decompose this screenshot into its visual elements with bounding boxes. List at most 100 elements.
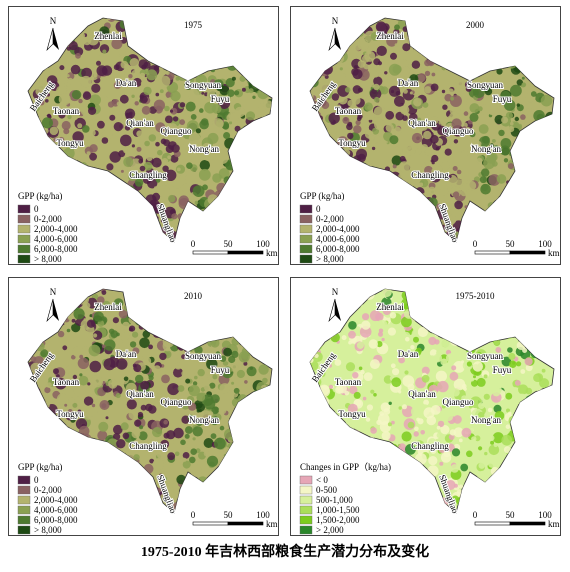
map-patch [100,209,106,215]
map-patch [37,144,50,157]
map-patch [355,120,361,126]
map-patch [497,293,509,305]
map-patch [135,27,147,40]
map-patch [349,163,359,173]
map-patch [527,433,535,441]
map-patch [140,80,147,87]
map-patch [86,151,91,156]
map-patch [191,322,203,334]
map-patch [329,144,335,150]
map-patch [467,496,473,502]
map-patch [465,501,471,507]
map-patch [537,409,547,419]
map-patch [197,236,202,241]
map-patch [314,18,324,21]
map-patch [251,441,258,448]
map-patch [534,218,546,230]
legend-label: 1,500-2,000 [316,515,360,525]
map-patch [205,502,214,511]
map-patch [441,89,446,94]
map-patch [144,289,151,291]
map-patch [76,393,80,397]
map-patch [413,44,425,56]
map-patch [204,18,216,27]
map-patch [261,391,267,397]
map-patch [150,299,162,311]
map-patch [416,301,422,307]
map-patch [356,116,362,121]
map-patch [320,445,330,454]
map-patch [516,361,522,367]
map-patch [165,54,172,61]
map-patch [317,164,325,172]
map-patch [187,414,194,421]
map-patch [162,304,168,309]
map-patch [251,145,260,154]
map-patch [103,339,116,351]
map-patch [515,455,519,460]
map-patch [516,140,526,150]
map-patch [234,329,239,334]
place-label: Tongyu [338,138,366,148]
legend-swatch [299,214,313,224]
map-patch [245,41,251,47]
place-label: Fuyu [493,365,512,375]
map-patch [166,292,172,298]
map-patch [428,308,437,317]
map-patch [356,406,368,418]
map-patch [43,180,54,190]
map-patch [192,329,201,339]
map-patch [84,289,90,295]
map-patch [136,306,148,318]
map-patch [116,470,127,481]
map-patch [166,500,173,507]
map-patch [547,399,554,411]
scale-bar-white [192,250,229,255]
map-patch [543,466,548,470]
map-patch [452,321,456,325]
map-patch [496,227,506,237]
place-label: Songyuan [467,351,504,361]
map-patch [421,500,425,504]
map-patch [386,213,394,221]
map-patch [511,23,519,31]
map-patch [333,326,338,331]
map-patch [28,453,37,463]
map-patch [154,41,164,51]
map-patch [505,464,514,474]
map-patch [506,200,516,210]
map-patch [503,399,508,405]
map-patch [199,31,206,38]
map-patch [402,289,414,294]
map-patch [53,368,59,375]
map-patch [549,18,554,23]
map-patch [184,433,190,439]
map-patch [507,300,517,311]
map-patch [208,326,213,330]
map-patch [310,434,314,441]
map-patch [254,77,266,89]
map-patch [262,475,271,485]
place-label: Tongyu [56,138,84,148]
map-patch [486,153,497,164]
map-patch [357,153,366,163]
map-patch [78,425,90,437]
map-patch [117,187,122,191]
map-patch [347,403,358,414]
map-patch [376,341,383,348]
map-patch [453,43,457,48]
map-patch [38,185,44,191]
map-patch [185,378,191,384]
map-patch [266,308,271,313]
map-patch [45,422,54,430]
map-patch [82,211,87,217]
map-patch [545,424,549,428]
map-patch [402,289,410,292]
map-patch [529,184,537,192]
map-patch [420,113,429,122]
map-patch [435,344,441,351]
map-patch [121,332,130,340]
map-patch [313,318,318,322]
map-patch [159,292,164,297]
map-patch [41,171,50,180]
